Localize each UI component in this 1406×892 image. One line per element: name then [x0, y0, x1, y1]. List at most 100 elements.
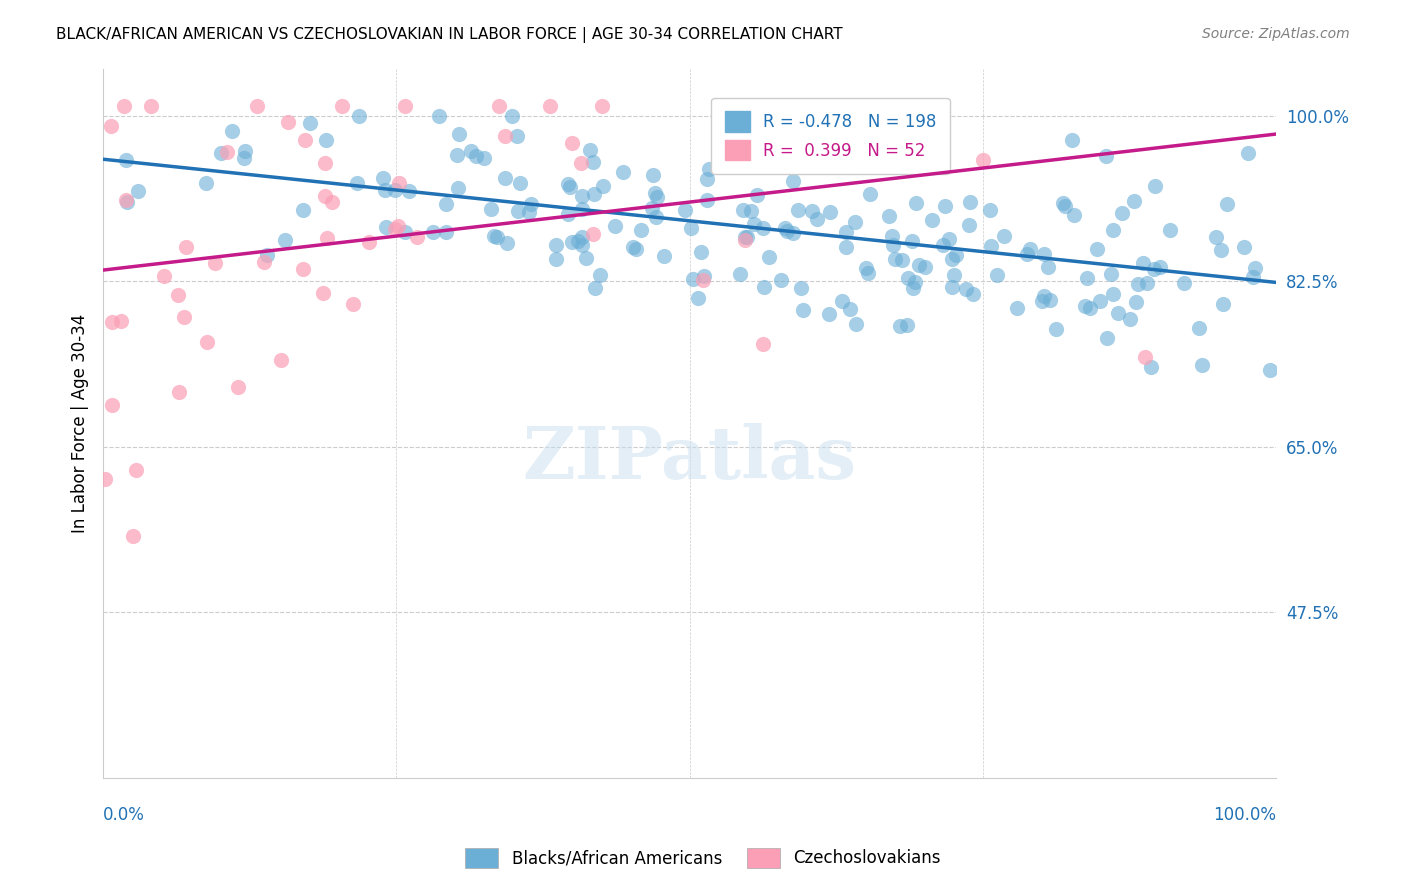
- Point: [1123, 194, 1146, 209]
- Point: [538, 99, 561, 113]
- Point: [292, 202, 315, 217]
- Point: [488, 99, 510, 113]
- Point: [806, 212, 828, 227]
- Point: [1126, 277, 1149, 292]
- Point: [692, 268, 714, 283]
- Point: [1054, 199, 1077, 213]
- Point: [173, 310, 195, 324]
- Point: [94, 472, 117, 486]
- Point: [256, 248, 278, 262]
- Point: [612, 165, 634, 179]
- Point: [1215, 196, 1237, 211]
- Point: [1241, 269, 1264, 284]
- Point: [506, 204, 529, 219]
- Point: [127, 184, 149, 198]
- Point: [215, 145, 238, 160]
- Point: [253, 254, 276, 268]
- Point: [166, 288, 188, 302]
- Point: [1132, 255, 1154, 269]
- Point: [673, 203, 696, 218]
- Point: [246, 99, 269, 113]
- Point: [1173, 276, 1195, 290]
- Point: [682, 272, 704, 286]
- Point: [406, 230, 429, 244]
- Legend: Blacks/African Americans, Czechoslovakians: Blacks/African Americans, Czechoslovakia…: [458, 841, 948, 875]
- Point: [734, 229, 756, 244]
- Point: [769, 273, 792, 287]
- Point: [1063, 208, 1085, 222]
- Point: [486, 229, 509, 244]
- Point: [1233, 240, 1256, 254]
- Point: [1205, 230, 1227, 244]
- Point: [820, 205, 842, 219]
- Point: [962, 287, 984, 301]
- Point: [371, 171, 394, 186]
- Point: [1243, 260, 1265, 275]
- Point: [957, 218, 980, 232]
- Text: ZIPatlas: ZIPatlas: [523, 423, 856, 494]
- Point: [1019, 242, 1042, 256]
- Point: [630, 222, 652, 236]
- Point: [422, 225, 444, 239]
- Point: [818, 306, 841, 320]
- Point: [1076, 271, 1098, 285]
- Point: [938, 231, 960, 245]
- Point: [891, 252, 914, 267]
- Point: [1088, 294, 1111, 309]
- Point: [101, 315, 124, 329]
- Point: [692, 273, 714, 287]
- Point: [1209, 243, 1232, 257]
- Point: [835, 240, 858, 254]
- Point: [398, 184, 420, 198]
- Point: [955, 282, 977, 296]
- Point: [387, 219, 409, 234]
- Point: [575, 251, 598, 265]
- Point: [347, 109, 370, 123]
- Point: [434, 197, 457, 211]
- Point: [1095, 149, 1118, 163]
- Point: [571, 202, 593, 217]
- Point: [896, 318, 918, 333]
- Point: [1099, 267, 1122, 281]
- Point: [621, 240, 644, 254]
- Point: [115, 194, 138, 209]
- Text: 0.0%: 0.0%: [103, 806, 145, 824]
- Point: [314, 188, 336, 202]
- Point: [647, 190, 669, 204]
- Point: [561, 136, 583, 150]
- Point: [877, 210, 900, 224]
- Point: [758, 250, 780, 264]
- Point: [803, 146, 825, 161]
- Point: [209, 146, 232, 161]
- Point: [233, 151, 256, 165]
- Point: [517, 204, 540, 219]
- Point: [738, 138, 761, 153]
- Point: [1074, 299, 1097, 313]
- Point: [782, 226, 804, 240]
- Point: [446, 147, 468, 161]
- Point: [274, 233, 297, 247]
- Point: [855, 260, 877, 275]
- Point: [394, 99, 416, 113]
- Point: [299, 116, 322, 130]
- Point: [790, 281, 813, 295]
- Point: [330, 99, 353, 113]
- Point: [831, 293, 853, 308]
- Point: [941, 252, 963, 267]
- Point: [744, 158, 766, 172]
- Point: [862, 133, 884, 147]
- Point: [342, 297, 364, 311]
- Point: [465, 148, 488, 162]
- Point: [221, 124, 243, 138]
- Point: [427, 109, 450, 123]
- Point: [839, 302, 862, 317]
- Point: [752, 336, 775, 351]
- Point: [697, 161, 720, 176]
- Point: [880, 229, 903, 244]
- Point: [204, 256, 226, 270]
- Point: [624, 242, 647, 256]
- Point: [782, 173, 804, 187]
- Point: [506, 128, 529, 143]
- Point: [883, 252, 905, 266]
- Point: [294, 133, 316, 147]
